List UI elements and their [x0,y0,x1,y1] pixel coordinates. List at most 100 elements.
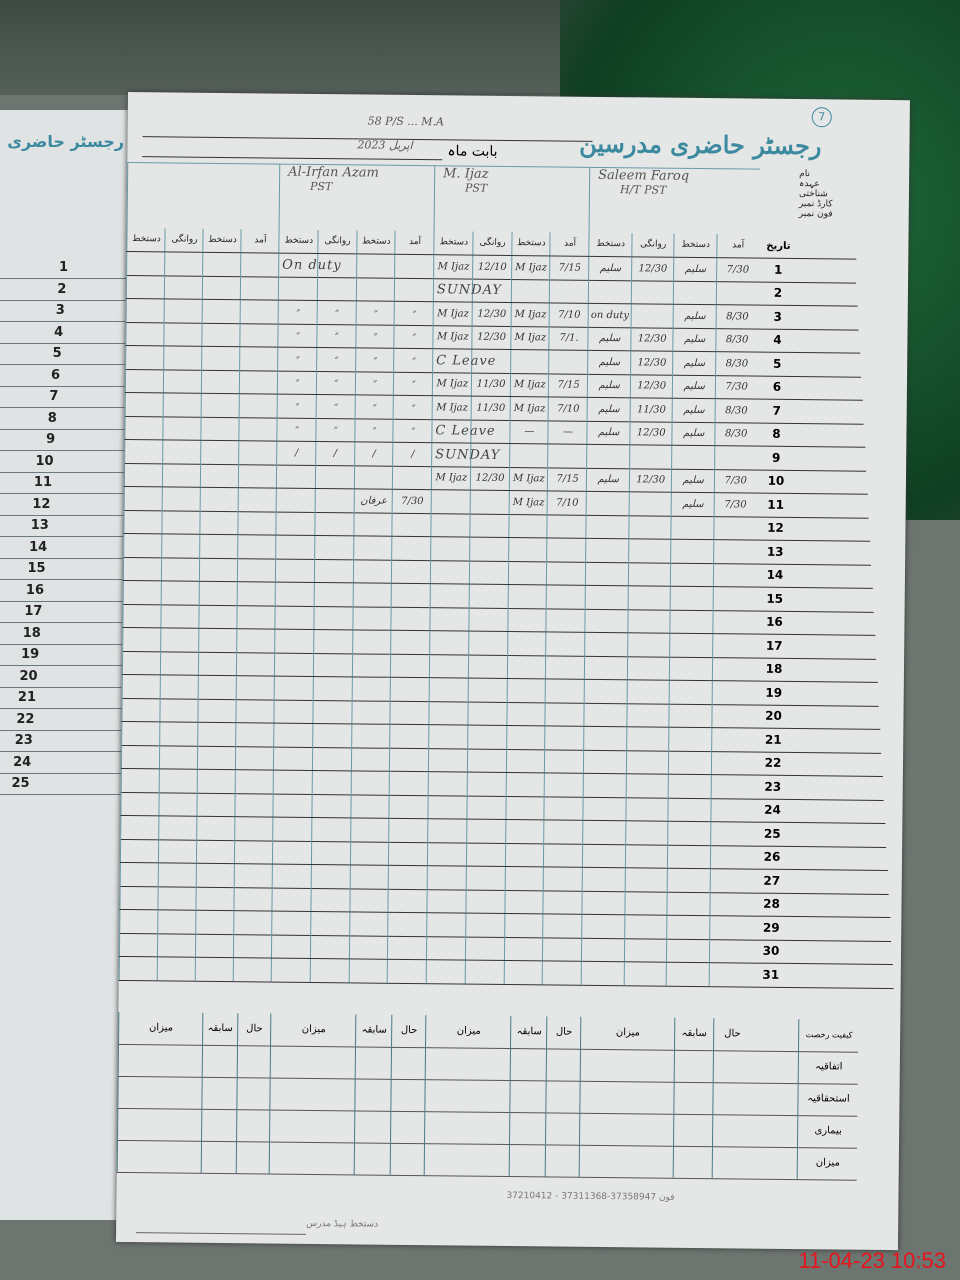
table-cell [355,277,396,301]
summary-cell [672,1113,713,1147]
table-cell [310,840,351,865]
table-cell [273,652,314,676]
table-cell: سلیم [587,326,632,351]
table-cell [543,796,584,820]
table-cell [426,865,467,890]
table-cell [465,842,506,866]
table-cell [628,444,673,469]
left-page-line [0,299,130,301]
row-date: 13 [766,544,784,559]
table-cell [712,563,757,587]
table-cell [711,633,756,658]
table-cell [667,797,712,822]
table-cell [388,794,429,819]
summary-cell [424,1047,512,1081]
table-cell [503,889,544,914]
table-cell [467,701,508,726]
table-cell [464,913,505,937]
table-cell [161,486,201,511]
summary-cell [424,1079,511,1113]
table-cell [464,936,505,960]
table-cell [391,512,432,537]
table-cell: 8/30 [714,351,759,376]
column-header: آمد [715,234,760,258]
summary-cell [545,1048,581,1081]
summary-cell [578,1144,674,1178]
table-cell [273,723,314,747]
table-cell [389,677,430,701]
row-date: 5 [772,356,782,371]
table-cell: سلیم [588,256,632,280]
summary-row: میزان [116,1139,858,1181]
summary-cell [509,1048,547,1081]
table-cell [543,819,584,844]
summary-cell [268,1141,356,1175]
table-cell [668,703,713,728]
table-cell [505,701,546,726]
table-cell [272,793,313,817]
table-cell [389,747,430,772]
table-cell [545,631,586,656]
table-cell [581,843,626,868]
table-cell [669,586,714,610]
row-date: 28 [763,896,780,911]
table-cell [666,868,711,892]
table-cell: ״ [355,300,396,325]
summary-header: سابقہ [510,1016,548,1049]
table-cell [194,933,235,958]
table-cell [272,770,313,794]
table-cell [310,887,351,912]
table-cell [427,748,468,772]
table-cell [202,252,242,276]
summary-cell [235,1077,271,1110]
table-cell [427,795,468,819]
table-cell: ״ [277,347,318,371]
table-cell [394,277,435,302]
table-cell [161,510,201,534]
table-cell [194,957,234,981]
table-cell: M Ijaz [508,467,549,491]
table-cell: on duty [587,303,632,327]
summary-cell [389,1110,426,1144]
column-header: دستخط [673,233,718,258]
table-cell [160,557,201,581]
summary-header: حال [390,1014,427,1048]
teacher-header-cell: M. Ijaz PST [433,165,591,234]
table-cell [503,913,544,937]
summary-cell [201,1044,238,1078]
table-cell: / [314,441,355,465]
table-cell [584,632,628,656]
table-cell [507,584,548,608]
table-cell [239,346,279,371]
table-cell [309,934,350,959]
table-cell [352,535,393,560]
table-cell [120,815,160,839]
left-page-date: 13 [30,518,49,533]
table-cell [506,678,547,702]
table-cell [200,416,240,441]
table-cell: 7/30 [713,469,758,493]
table-cell [198,581,238,605]
table-cell [585,514,630,539]
table-cell [199,487,239,511]
photo-timestamp: 11-04-23 10:53 [798,1248,946,1273]
row-note: On duty [282,257,342,273]
table-cell [314,511,355,536]
table-cell [348,935,389,959]
table-cell: ״ [354,324,395,348]
table-cell: 12/30 [629,374,674,398]
table-cell [313,535,354,559]
summary-row-label: میزان [796,1147,858,1180]
table-cell [583,679,628,703]
table-cell: 12/30 [469,466,510,491]
table-cell: M Ijaz [510,255,551,279]
left-page-date: 18 [22,625,41,641]
table-cell: ״ [354,371,395,395]
table-cell [311,793,352,818]
left-page-line [0,579,130,580]
table-cell [709,868,753,893]
table-cell [669,609,714,634]
row-date: 6 [772,379,782,394]
table-cell: ״ [315,347,356,371]
summary-cell [579,1048,675,1082]
